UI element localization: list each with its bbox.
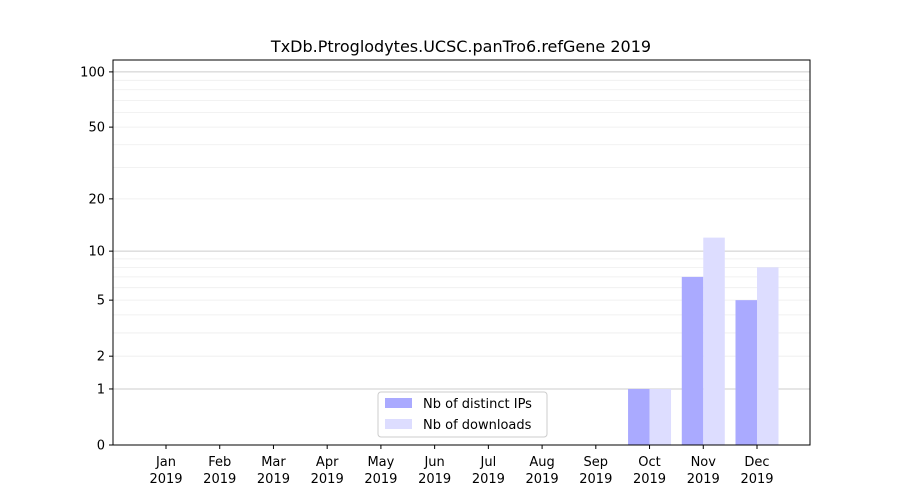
plot-frame bbox=[112, 59, 811, 446]
x-tick-label-year: 2019 bbox=[687, 472, 720, 487]
y-tick-label: 100 bbox=[80, 65, 105, 80]
y-tick-label: 20 bbox=[88, 192, 105, 207]
x-tick-label-year: 2019 bbox=[311, 472, 344, 487]
x-tick-label-year: 2019 bbox=[526, 472, 559, 487]
y-tick-label: 0 bbox=[97, 439, 105, 454]
bars bbox=[628, 237, 779, 445]
x-tick-label-year: 2019 bbox=[364, 472, 397, 487]
bar-downloads bbox=[757, 267, 779, 445]
x-tick-label-month: Feb bbox=[208, 455, 231, 470]
legend-label-ips: Nb of distinct IPs bbox=[423, 397, 532, 412]
x-tick-label-month: Aug bbox=[529, 455, 554, 470]
x-tick-label-year: 2019 bbox=[418, 472, 451, 487]
legend-swatch-downloads bbox=[385, 419, 412, 429]
bar-distinct-ips bbox=[681, 276, 704, 445]
x-tick-label-month: May bbox=[367, 455, 394, 470]
x-tick-label-year: 2019 bbox=[149, 472, 182, 487]
y-tick-label: 10 bbox=[88, 245, 105, 260]
x-tick-label-year: 2019 bbox=[472, 472, 505, 487]
x-tick-label-month: Oct bbox=[638, 455, 660, 470]
y-tick-label: 50 bbox=[88, 121, 105, 136]
x-tick-label-year: 2019 bbox=[740, 472, 773, 487]
legend-label-downloads: Nb of downloads bbox=[423, 418, 532, 433]
x-tick-label-month: Apr bbox=[316, 455, 339, 470]
x-tick-label-year: 2019 bbox=[633, 472, 666, 487]
y-tick-label: 1 bbox=[97, 382, 105, 397]
x-tick-label-year: 2019 bbox=[579, 472, 612, 487]
x-tick-label-month: Sep bbox=[584, 455, 609, 470]
x-tick-label-year: 2019 bbox=[203, 472, 236, 487]
bar-downloads bbox=[703, 237, 725, 445]
bar-distinct-ips bbox=[628, 388, 650, 445]
legend-box bbox=[377, 391, 548, 438]
grid-lines bbox=[113, 71, 810, 390]
legend-swatch-ips bbox=[385, 398, 412, 408]
y-tick-label: 2 bbox=[97, 350, 105, 365]
x-tick-label-month: Dec bbox=[744, 455, 769, 470]
bar-distinct-ips bbox=[735, 300, 757, 445]
x-tick-label-month: Jul bbox=[480, 455, 497, 470]
chart-title: TxDb.Ptroglodytes.UCSC.panTro6.refGene 2… bbox=[270, 37, 651, 56]
y-axis: 0 1 2 5 10 20 50 100 bbox=[80, 65, 113, 454]
legend: Nb of distinct IPs Nb of downloads bbox=[377, 391, 548, 438]
x-tick-label-month: Mar bbox=[261, 455, 286, 470]
x-tick-label-month: Nov bbox=[691, 455, 717, 470]
x-tick-label-year: 2019 bbox=[257, 472, 290, 487]
bar-downloads bbox=[649, 388, 672, 445]
x-axis: Jan 2019 Feb 2019 Mar 2019 Apr 2019 May 2019 Jun 20… bbox=[149, 445, 774, 487]
y-tick-label: 5 bbox=[97, 294, 105, 309]
x-tick-label-month: Jun bbox=[423, 455, 444, 470]
x-tick-label-month: Jan bbox=[155, 455, 176, 470]
